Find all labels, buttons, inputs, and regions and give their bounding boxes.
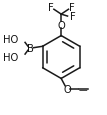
Text: F: F bbox=[70, 12, 76, 22]
Text: O: O bbox=[57, 21, 65, 31]
Text: —: — bbox=[78, 85, 87, 94]
Text: B: B bbox=[27, 44, 33, 54]
Text: F: F bbox=[48, 3, 53, 13]
Text: F: F bbox=[69, 3, 75, 13]
Text: O: O bbox=[63, 84, 71, 94]
Text: HO: HO bbox=[3, 53, 18, 62]
Text: HO: HO bbox=[3, 35, 18, 45]
